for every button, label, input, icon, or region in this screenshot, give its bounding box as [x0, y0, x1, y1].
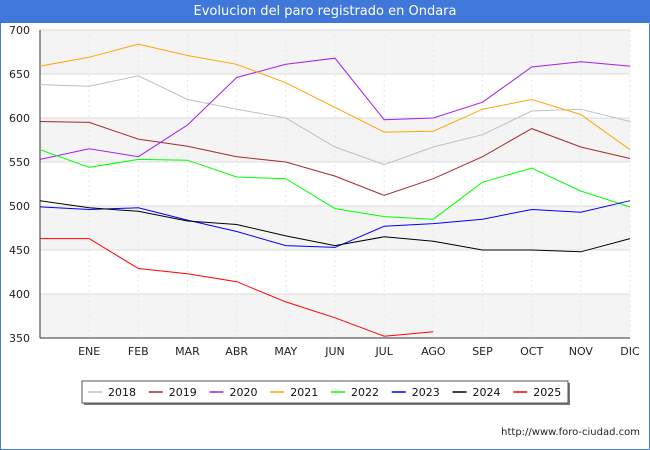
- legend: 2018 2019 2020 2021 2022 2023 2024 2025: [81, 380, 570, 405]
- y-tick-label: 550: [9, 156, 30, 169]
- x-tick-label: FEB: [128, 345, 149, 358]
- legend-label-2021: 2021: [290, 386, 318, 399]
- x-tick-label: ABR: [225, 345, 248, 358]
- legend-label-2023: 2023: [412, 386, 440, 399]
- series-line-2023: [39, 200, 631, 248]
- y-tick-label: 450: [9, 244, 30, 257]
- legend-box: [81, 380, 569, 404]
- x-axis-tick-labels: ENE FEB MAR ABR MAY JUN JUL AGO SEP OCT NOV DIC: [78, 345, 640, 358]
- x-tick-label: SEP: [472, 345, 493, 358]
- chart-title: Evolucion del paro registrado en Ondara: [0, 0, 650, 23]
- series-line-2020: [39, 57, 631, 160]
- x-tick-label: AGO: [421, 345, 446, 358]
- series-line-2019: [39, 121, 631, 196]
- y-axis-tick-labels: 350 400 450 500 550 600 650 700: [9, 24, 30, 345]
- x-tick-label: MAR: [175, 345, 200, 358]
- legend-label-2022: 2022: [351, 386, 379, 399]
- x-tick-label: OCT: [520, 345, 543, 358]
- series-lines: [39, 43, 631, 337]
- x-tick-label: JUN: [324, 345, 345, 358]
- legend-label-2019: 2019: [169, 386, 197, 399]
- series-line-2024: [39, 200, 631, 253]
- plot-area: [39, 30, 630, 339]
- grid-lines: [40, 29, 631, 339]
- legend-label-2020: 2020: [230, 386, 258, 399]
- x-tick-label: MAY: [274, 345, 297, 358]
- y-tick-label: 350: [9, 332, 30, 345]
- y-tick-label: 500: [9, 200, 30, 213]
- series-line-2018: [39, 75, 631, 166]
- series-line-2025: [40, 238, 434, 337]
- series-line-2021: [39, 43, 631, 151]
- grid-band: [40, 206, 630, 250]
- source-credit: http://www.foro-ciudad.com: [501, 427, 640, 438]
- y-tick-label: 400: [9, 288, 30, 301]
- x-tick-label: JUL: [374, 345, 393, 358]
- x-tick-label: DIC: [620, 345, 640, 358]
- x-tick-label: NOV: [569, 345, 594, 358]
- legend-label-2025: 2025: [533, 386, 561, 399]
- x-tick-label: ENE: [78, 345, 100, 358]
- legend-label-2024: 2024: [473, 386, 501, 399]
- y-tick-label: 700: [9, 24, 30, 37]
- y-tick-label: 600: [9, 112, 30, 125]
- y-tick-label: 650: [9, 68, 30, 81]
- legend-label-2018: 2018: [108, 386, 136, 399]
- series-line-2022: [39, 149, 631, 220]
